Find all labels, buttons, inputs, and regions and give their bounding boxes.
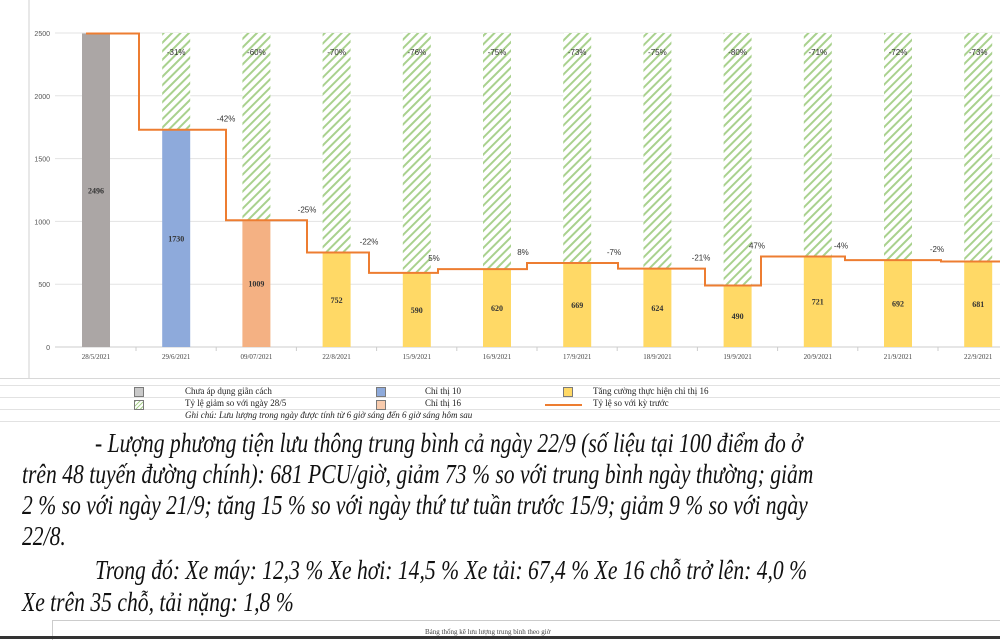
legend-swatch-ct10: [376, 387, 386, 397]
reduction-hatch-bar: [483, 33, 511, 270]
value-label: 624: [651, 304, 663, 313]
y-tick-label: 2000: [34, 94, 50, 101]
value-bar: [483, 269, 511, 347]
reduction-label: -31%: [167, 48, 186, 57]
reduction-label: -76%: [407, 48, 426, 57]
change-label: -22%: [360, 238, 379, 247]
y-tick-label: 500: [38, 282, 50, 289]
reduction-hatch-bar: [964, 33, 993, 262]
reduction-label: -72%: [889, 48, 908, 57]
legend-swatch-ct16: [376, 400, 386, 410]
change-label: -2%: [930, 245, 944, 254]
paragraph-line-2: trên 48 tuyến đường chính): 681 PCU/giờ,…: [22, 459, 814, 489]
reduction-label: -71%: [808, 48, 827, 57]
change-label: 8%: [517, 248, 529, 257]
value-label: 692: [892, 300, 904, 309]
reduction-hatch-bar: [884, 33, 912, 261]
value-label: 620: [491, 304, 503, 313]
x-tick-label: 15/9/2021: [403, 353, 432, 361]
value-bar: [643, 268, 672, 347]
value-label: 721: [812, 298, 824, 307]
legend-label-baseline: Chưa áp dụng giãn cách: [185, 386, 272, 396]
change-label: -21%: [692, 254, 711, 263]
legend-swatch-ct16plus: [563, 387, 573, 397]
x-tick-label: 22/8/2021: [322, 353, 351, 361]
reduction-hatch-bar: [402, 33, 431, 273]
x-tick-label: 19/9/2021: [723, 353, 752, 361]
reduction-hatch-bar: [242, 33, 271, 221]
change-label: 47%: [749, 241, 765, 250]
x-tick-label: 29/6/2021: [162, 353, 191, 361]
y-tick-label: 2500: [34, 31, 50, 38]
chart-legend: Chưa áp dụng giãn cách Chỉ thị 10 Tăng c…: [0, 378, 1000, 427]
value-label: 590: [411, 306, 423, 315]
value-label: 752: [331, 296, 343, 305]
legend-swatch-hatch: [134, 400, 144, 410]
value-bar: [82, 33, 110, 347]
reduction-hatch-bar: [643, 33, 672, 269]
value-label: 490: [732, 312, 744, 321]
legend-label-ct16plus: Tăng cường thực hiện chỉ thị 16: [593, 386, 709, 396]
value-label: 1009: [248, 280, 264, 289]
reduction-label: -60%: [247, 48, 266, 57]
x-tick-label: 09/07/2021: [240, 353, 272, 361]
legend-label-reduction: Tỷ lệ giảm so với ngày 28/5: [185, 398, 287, 408]
x-tick-label: 22/9/2021: [964, 353, 993, 361]
y-tick-label: 1000: [34, 219, 50, 226]
legend-note: Ghi chú: Lưu lượng trong ngày được tính …: [185, 410, 473, 420]
y-tick-label: 0: [46, 345, 50, 352]
value-label: 2496: [88, 186, 104, 195]
reduction-label: -75%: [648, 48, 667, 57]
value-bar: [803, 256, 832, 347]
x-tick-label: 18/9/2021: [643, 353, 672, 361]
change-label: -4%: [834, 241, 848, 250]
next-chart-title: Bảng thống kê lưu lượng trung bình theo …: [425, 628, 551, 636]
change-label: -7%: [607, 248, 621, 257]
value-bar: [884, 260, 912, 347]
value-bar: [242, 220, 271, 347]
value-bar: [402, 272, 431, 347]
value-bar: [964, 261, 993, 347]
value-label: 669: [571, 301, 583, 310]
change-label: 5%: [428, 254, 440, 263]
y-tick-label: 1500: [34, 157, 50, 164]
paragraph-line-4: 22/8.: [22, 521, 66, 551]
reduction-hatch-bar: [322, 33, 351, 253]
reduction-hatch-bar: [162, 33, 191, 130]
reduction-label: -73%: [568, 48, 587, 57]
change-label: -25%: [298, 205, 317, 214]
reduction-hatch-bar: [723, 33, 752, 286]
x-tick-label: 20/9/2021: [804, 353, 833, 361]
value-label: 681: [972, 300, 984, 309]
divider: [0, 636, 1000, 639]
legend-label-ct10: Chỉ thị 10: [425, 386, 462, 396]
next-chart-frame: Bảng thống kê lưu lượng trung bình theo …: [52, 620, 1000, 640]
legend-swatch-baseline: [134, 387, 144, 397]
reduction-label: -70%: [327, 48, 346, 57]
x-tick-label: 17/9/2021: [563, 353, 592, 361]
value-bar: [723, 285, 752, 347]
value-bar: [162, 129, 191, 347]
reduction-label: -80%: [728, 48, 747, 57]
traffic-chart: 0 500 1000 1500 2000 2500 2496 28/5/2021 1730 29/…: [28, 0, 1000, 378]
value-bar: [322, 252, 351, 347]
paragraph-line-6: Xe trên 35 chỗ, tải nặng: 1,8 %: [22, 587, 294, 617]
legend-label-ct16: Chỉ thị 16: [425, 398, 462, 408]
x-tick-label: 16/9/2021: [483, 353, 512, 361]
reduction-label: -73%: [969, 48, 988, 57]
paragraph-line-5: Trong đó: Xe máy: 12,3 % Xe hơi: 14,5 % …: [95, 555, 808, 585]
reduction-hatch-bar: [563, 33, 592, 263]
ratio-step-line: [86, 32, 1000, 287]
change-label: -42%: [217, 115, 236, 124]
value-label: 1730: [168, 234, 184, 243]
value-bar: [563, 262, 592, 347]
paragraph-line-1: - Lượng phương tiện lưu thông trung bình…: [95, 428, 803, 458]
reduction-label: -75%: [488, 48, 507, 57]
x-tick-label: 21/9/2021: [884, 353, 913, 361]
legend-label-line: Tỷ lệ so với kỳ trước: [593, 398, 669, 408]
x-tick-label: 28/5/2021: [82, 353, 111, 361]
legend-line-swatch: [545, 404, 582, 406]
reduction-hatch-bar: [803, 33, 832, 257]
paragraph-line-3: 2 % so với ngày 21/9; tăng 15 % so với n…: [22, 490, 808, 520]
